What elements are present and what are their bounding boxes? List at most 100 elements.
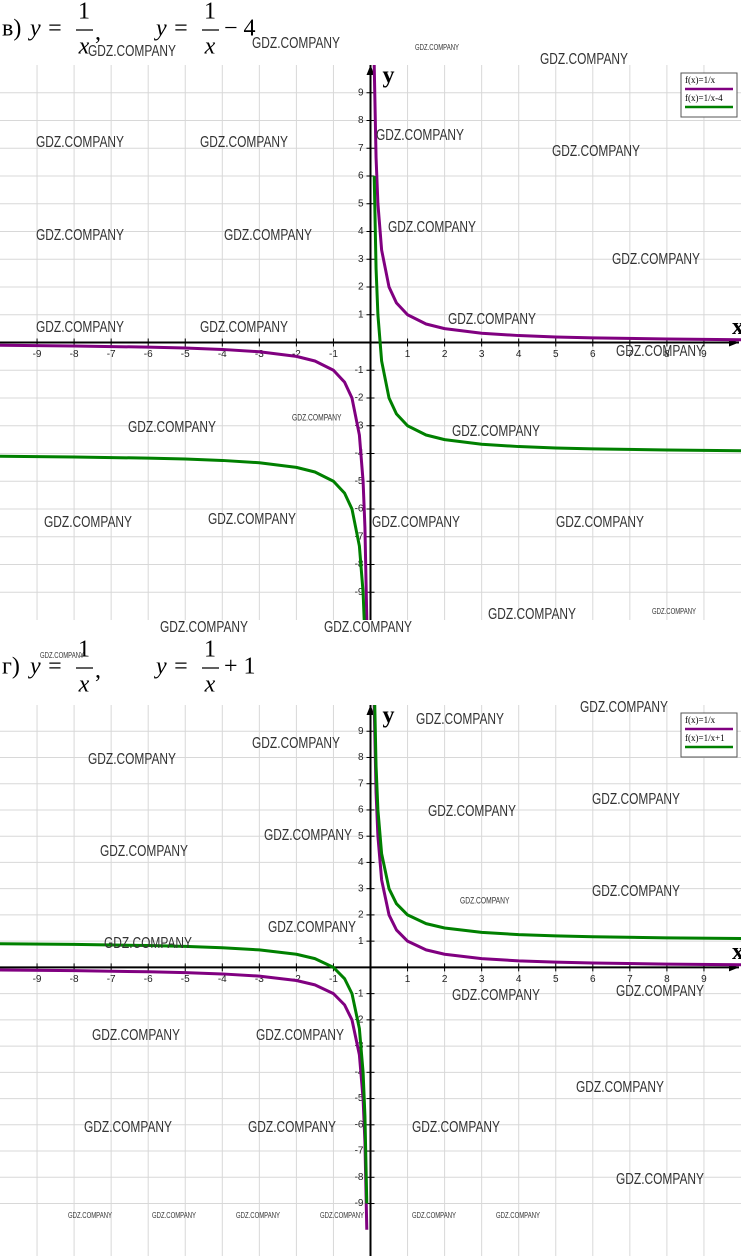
- x-tick-label: 1: [405, 974, 411, 985]
- formula-den: x: [78, 672, 90, 698]
- y-arrow: [366, 65, 375, 75]
- y-tick-label: -8: [355, 559, 364, 570]
- y-tick-label: -2: [355, 1014, 364, 1025]
- y-tick-label: -1: [355, 988, 364, 999]
- plot-lines: [0, 65, 741, 620]
- x-tick-label: 9: [701, 974, 707, 985]
- x-tick-label: 6: [590, 974, 596, 985]
- watermark: GDZ.COMPANY: [36, 319, 124, 336]
- x-tick-label: 7: [627, 349, 633, 360]
- formula-lhs: y =: [154, 654, 189, 680]
- y-tick-label: 7: [358, 778, 364, 789]
- watermark: GDZ.COMPANY: [68, 1211, 112, 1220]
- watermark: GDZ.COMPANY: [616, 1171, 704, 1188]
- y-tick-label: 9: [358, 87, 364, 98]
- x-tick-label: 9: [701, 349, 707, 360]
- x-tick-label: 8: [664, 974, 670, 985]
- watermark: GDZ.COMPANY: [36, 134, 124, 151]
- formula-tail: + 1: [224, 654, 256, 680]
- y-tick-label: -3: [355, 1041, 364, 1052]
- formula-lhs: y =: [154, 16, 189, 42]
- x-tick-label: 4: [516, 349, 522, 360]
- watermark: GDZ.COMPANY: [252, 735, 340, 752]
- y-tick-label: -4: [355, 1067, 364, 1078]
- watermark: GDZ.COMPANY: [552, 143, 640, 160]
- watermark: GDZ.COMPANY: [540, 51, 628, 68]
- x-tick-label: -4: [218, 974, 227, 985]
- watermark: GDZ.COMPANY: [452, 987, 540, 1004]
- x-tick-label: -7: [107, 349, 116, 360]
- y-tick-label: -6: [355, 1119, 364, 1130]
- watermark: GDZ.COMPANY: [200, 319, 288, 336]
- x-tick-label: -6: [144, 349, 153, 360]
- watermark: GDZ.COMPANY: [412, 1211, 456, 1220]
- formula-num: 1: [78, 0, 90, 25]
- y-tick-label: -7: [355, 1146, 364, 1157]
- y-axis-label: y: [383, 63, 395, 89]
- watermark: GDZ.COMPANY: [448, 311, 536, 328]
- x-tick-label: -9: [33, 349, 42, 360]
- watermark: GDZ.COMPANY: [208, 511, 296, 528]
- watermark: GDZ.COMPANY: [36, 227, 124, 244]
- y-tick-label: 5: [358, 198, 364, 209]
- y-tick-label: 4: [358, 226, 364, 237]
- watermark: GDZ.COMPANY: [592, 791, 680, 808]
- legend-box: [680, 72, 738, 118]
- watermark: GDZ.COMPANY: [92, 1027, 180, 1044]
- series-line: [0, 705, 741, 1204]
- watermark: GDZ.COMPANY: [592, 883, 680, 900]
- formula-tail: − 4: [224, 16, 256, 42]
- formula-den: x: [204, 672, 216, 698]
- watermark: GDZ.COMPANY: [376, 127, 464, 144]
- formula-lhs: y =: [28, 16, 63, 42]
- watermark: GDZ.COMPANY: [248, 1119, 336, 1136]
- x-tick-label: -8: [70, 974, 79, 985]
- watermark: GDZ.COMPANY: [324, 619, 412, 636]
- legend-label: f(x)=1/x-4: [685, 93, 723, 103]
- legend-label: f(x)=1/x: [685, 715, 716, 725]
- y-tick-label: -2: [355, 393, 364, 404]
- watermark: GDZ.COMPANY: [616, 343, 704, 360]
- y-tick-label: 8: [358, 115, 364, 126]
- watermark: GDZ.COMPANY: [88, 43, 176, 60]
- watermark: GDZ.COMPANY: [556, 514, 644, 531]
- chart-label: г): [2, 654, 20, 680]
- watermark: GDZ.COMPANY: [224, 227, 312, 244]
- watermark: GDZ.COMPANY: [428, 803, 516, 820]
- watermark: GDZ.COMPANY: [104, 935, 192, 952]
- legend-box: [680, 712, 738, 758]
- x-axis-label: x: [732, 314, 741, 340]
- watermark: GDZ.COMPANY: [320, 1211, 364, 1220]
- x-tick-label: -1: [329, 974, 338, 985]
- y-tick-label: -4: [355, 448, 364, 459]
- y-tick-label: 9: [358, 726, 364, 737]
- x-tick-label: 5: [553, 349, 559, 360]
- x-tick-label: 4: [516, 974, 522, 985]
- legend-label: f(x)=1/x+1: [685, 733, 725, 743]
- formula-lhs: y =: [28, 654, 63, 680]
- watermark: GDZ.COMPANY: [488, 606, 576, 623]
- x-tick-label: -6: [144, 974, 153, 985]
- series-line: [0, 175, 741, 620]
- x-tick-label: -3: [255, 974, 264, 985]
- x-tick-label: -8: [70, 349, 79, 360]
- watermark: GDZ.COMPANY: [652, 607, 696, 616]
- x-tick-label: 6: [590, 349, 596, 360]
- plot-lines: [0, 705, 741, 1230]
- watermark: GDZ.COMPANY: [412, 1119, 500, 1136]
- y-arrow: [366, 705, 375, 715]
- y-tick-label: -6: [355, 504, 364, 515]
- watermark: GDZ.COMPANY: [416, 711, 504, 728]
- x-tick-label: 8: [664, 349, 670, 360]
- watermark: GDZ.COMPANY: [84, 1119, 172, 1136]
- formula-sep: ,: [95, 20, 101, 46]
- y-tick-label: -9: [355, 587, 364, 598]
- chart-label: в): [2, 16, 21, 42]
- x-tick-label: -2: [292, 349, 301, 360]
- watermark: GDZ.COMPANY: [264, 827, 352, 844]
- x-tick-label: -1: [329, 349, 338, 360]
- series-line: [0, 65, 741, 620]
- watermark: GDZ.COMPANY: [616, 983, 704, 1000]
- watermark: GDZ.COMPANY: [496, 1211, 540, 1220]
- y-tick-label: 1: [358, 936, 364, 947]
